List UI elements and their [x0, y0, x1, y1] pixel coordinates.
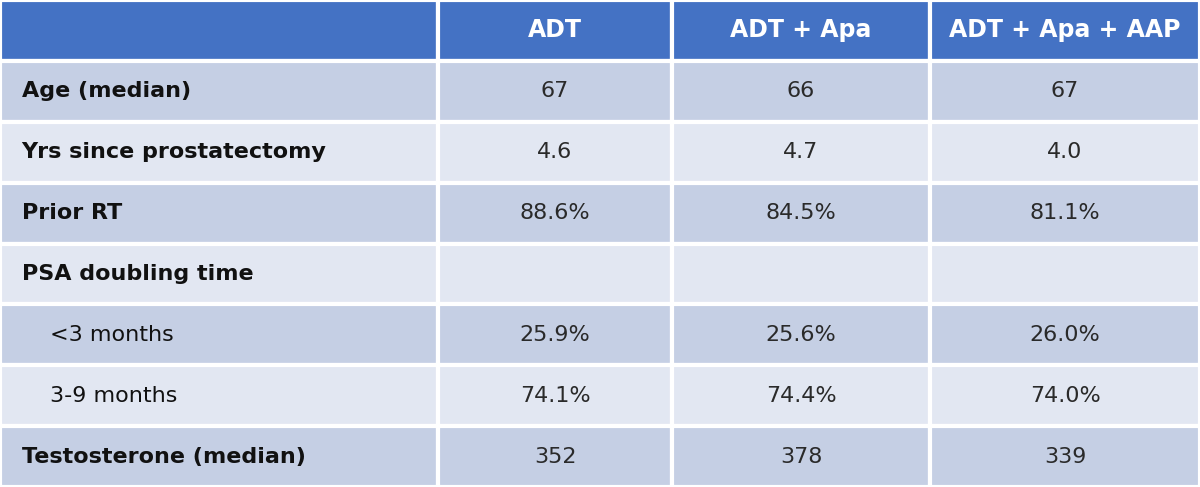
Text: 4.6: 4.6 [538, 142, 572, 162]
Bar [930, 365, 1200, 426]
Bar [0, 365, 438, 426]
Bar [930, 244, 1200, 304]
Text: 4.0: 4.0 [1048, 142, 1082, 162]
Bar [438, 426, 672, 487]
Bar [438, 244, 672, 304]
Bar [438, 365, 672, 426]
Text: 84.5%: 84.5% [766, 203, 836, 223]
Bar [0, 61, 438, 122]
Text: 88.6%: 88.6% [520, 203, 590, 223]
Text: Testosterone (median): Testosterone (median) [22, 447, 306, 467]
Bar [0, 183, 438, 244]
Bar [672, 365, 930, 426]
Bar [930, 304, 1200, 365]
Bar [438, 304, 672, 365]
Text: 352: 352 [534, 447, 576, 467]
Bar [672, 0, 930, 61]
Text: 67: 67 [541, 81, 569, 101]
Text: Prior RT: Prior RT [22, 203, 122, 223]
Bar [0, 304, 438, 365]
Text: 26.0%: 26.0% [1030, 325, 1100, 345]
Text: <3 months: <3 months [50, 325, 174, 345]
Bar [930, 426, 1200, 487]
Bar [0, 244, 438, 304]
Bar [438, 0, 672, 61]
Bar [438, 122, 672, 183]
Text: 25.9%: 25.9% [520, 325, 590, 345]
Text: 66: 66 [787, 81, 815, 101]
Text: 67: 67 [1051, 81, 1079, 101]
Bar [930, 122, 1200, 183]
Text: 74.1%: 74.1% [520, 386, 590, 406]
Bar [672, 183, 930, 244]
Bar [672, 122, 930, 183]
Bar [672, 304, 930, 365]
Text: ADT: ADT [528, 19, 582, 42]
Bar [438, 183, 672, 244]
Text: 4.7: 4.7 [784, 142, 818, 162]
Text: 339: 339 [1044, 447, 1086, 467]
Text: ADT + Apa + AAP: ADT + Apa + AAP [949, 19, 1181, 42]
Bar [0, 0, 438, 61]
Text: PSA doubling time: PSA doubling time [22, 264, 253, 284]
Text: Yrs since prostatectomy: Yrs since prostatectomy [22, 142, 326, 162]
Bar [672, 244, 930, 304]
Bar [672, 426, 930, 487]
Text: 81.1%: 81.1% [1030, 203, 1100, 223]
Text: ADT + Apa: ADT + Apa [731, 19, 871, 42]
Text: 74.0%: 74.0% [1030, 386, 1100, 406]
Bar [930, 183, 1200, 244]
Bar [0, 122, 438, 183]
Bar [672, 61, 930, 122]
Bar [0, 426, 438, 487]
Text: 378: 378 [780, 447, 822, 467]
Text: 3-9 months: 3-9 months [50, 386, 178, 406]
Text: Age (median): Age (median) [22, 81, 191, 101]
Bar [930, 61, 1200, 122]
Bar [930, 0, 1200, 61]
Text: 25.6%: 25.6% [766, 325, 836, 345]
Bar [438, 61, 672, 122]
Text: 74.4%: 74.4% [766, 386, 836, 406]
